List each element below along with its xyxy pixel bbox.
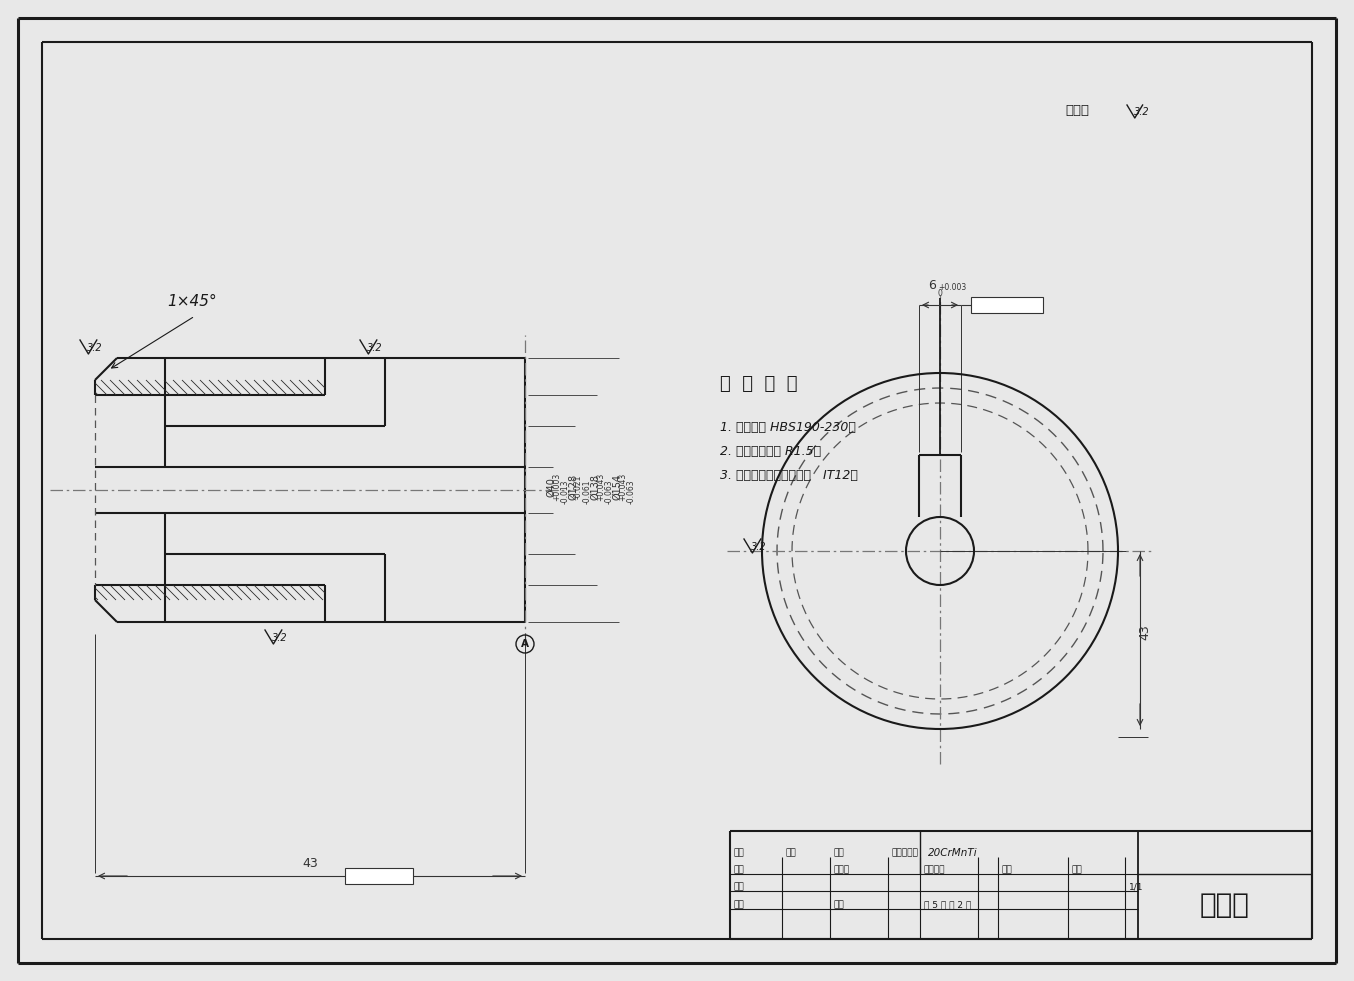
Text: 比例: 比例 (1072, 865, 1083, 874)
Text: 0.04: 0.04 (363, 871, 387, 881)
Text: 1×45°: 1×45° (167, 294, 217, 309)
Text: 20CrMnTi: 20CrMnTi (927, 848, 978, 858)
Text: 处数: 处数 (787, 849, 796, 857)
Text: 43: 43 (302, 857, 318, 870)
Text: 设计: 设计 (734, 865, 745, 874)
Text: +0.003: +0.003 (938, 283, 967, 292)
Text: 3.2: 3.2 (1133, 107, 1150, 117)
Text: 更改文件号: 更改文件号 (891, 849, 918, 857)
Text: +0.043: +0.043 (596, 473, 605, 501)
Text: 其余：: 其余： (1066, 105, 1089, 118)
FancyBboxPatch shape (971, 297, 1043, 313)
Text: 标记: 标记 (734, 849, 745, 857)
Text: -0.021: -0.021 (574, 475, 584, 499)
Text: 标准化: 标准化 (833, 865, 849, 874)
Text: 批准: 批准 (833, 901, 844, 909)
Text: 6: 6 (927, 279, 936, 292)
Text: 1. 调质处理 HBS190-230；: 1. 调质处理 HBS190-230； (720, 421, 856, 434)
Text: 0: 0 (938, 289, 942, 298)
Text: 2. 未注圆角半径 R1.5；: 2. 未注圆角半径 R1.5； (720, 445, 821, 458)
Text: 太阳轮: 太阳轮 (1200, 891, 1250, 919)
Text: -0.063: -0.063 (605, 480, 613, 504)
Text: 分区: 分区 (833, 849, 844, 857)
Text: ⊓: ⊓ (349, 871, 357, 881)
Text: 43: 43 (1139, 624, 1151, 640)
Text: -0.061: -0.061 (584, 480, 592, 504)
Text: A: A (397, 869, 405, 883)
Text: -0.013: -0.013 (561, 480, 570, 504)
Text: Ø138: Ø138 (590, 474, 600, 500)
Text: Ø154: Ø154 (612, 474, 621, 500)
Text: A: A (521, 639, 529, 649)
Text: 0.03: 0.03 (988, 300, 1013, 310)
Text: 3.2: 3.2 (367, 342, 383, 353)
Text: 审核: 审核 (734, 883, 745, 892)
Text: ≡: ≡ (974, 298, 984, 312)
Text: 3.2: 3.2 (87, 342, 103, 353)
Text: 3. 未注偏差尺寸处精度为   IT12。: 3. 未注偏差尺寸处精度为 IT12。 (720, 469, 858, 482)
Text: +0.043: +0.043 (617, 473, 627, 501)
Text: Ø40: Ø40 (546, 477, 556, 497)
FancyBboxPatch shape (345, 868, 413, 884)
Text: +0.003: +0.003 (552, 473, 561, 501)
Text: 重量: 重量 (1002, 865, 1013, 874)
Text: 3.2: 3.2 (751, 542, 766, 551)
Text: 阶段标记: 阶段标记 (923, 865, 945, 874)
Text: 1/1: 1/1 (1129, 883, 1144, 892)
Text: Ø128: Ø128 (567, 474, 578, 500)
Text: 工艺: 工艺 (734, 901, 745, 909)
Text: 技  术  要  求: 技 术 要 求 (720, 375, 798, 393)
Text: A: A (1025, 298, 1033, 312)
Text: 共 5 张 第 2 张: 共 5 张 第 2 张 (923, 901, 971, 909)
Text: -0.063: -0.063 (627, 480, 636, 504)
Text: 3.2: 3.2 (272, 633, 287, 643)
